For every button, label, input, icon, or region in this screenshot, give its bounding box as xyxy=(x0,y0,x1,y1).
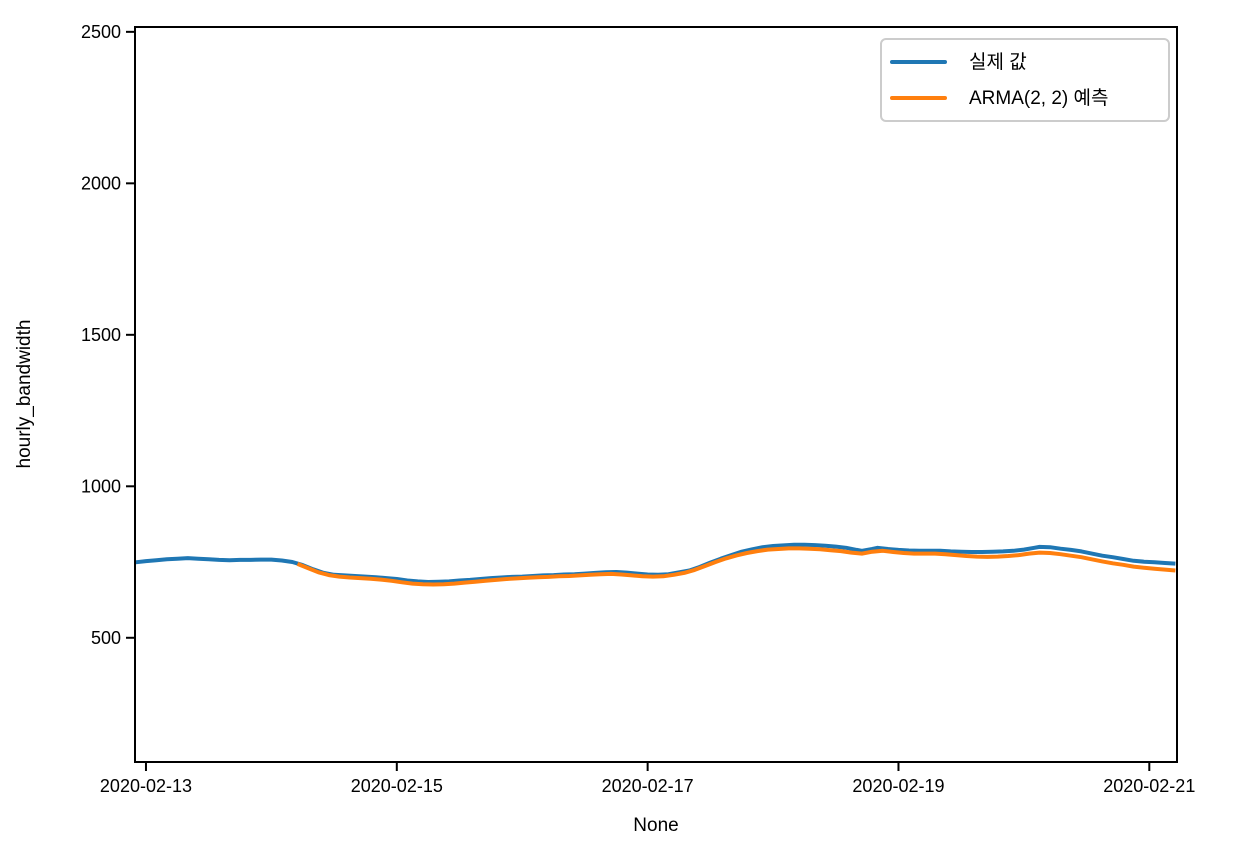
y-axis-label: hourly_bandwidth xyxy=(14,320,35,469)
legend-label-actual: 실제 값 xyxy=(969,51,1027,73)
y-tick-label: 1500 xyxy=(81,325,121,345)
y-tick-label: 500 xyxy=(91,628,121,648)
series-line-1 xyxy=(296,546,1176,587)
x-tick-label: 2020-02-21 xyxy=(1103,776,1195,796)
x-tick-label: 2020-02-19 xyxy=(852,776,944,796)
legend-entry-actual: 실제 값 xyxy=(890,44,1156,80)
x-tick-label: 2020-02-15 xyxy=(351,776,443,796)
x-axis-label: None xyxy=(633,815,678,836)
x-axis-ticks: 2020-02-13 2020-02-15 2020-02-17 2020-02-19… xyxy=(100,762,1195,796)
y-tick-label: 2500 xyxy=(81,22,121,42)
series-lines xyxy=(135,542,1176,587)
legend-line-actual-icon xyxy=(890,60,947,64)
x-tick-label: 2020-02-13 xyxy=(100,776,192,796)
y-tick-label: 2000 xyxy=(81,174,121,194)
legend-entry-forecast: ARMA(2, 2) 예측 xyxy=(890,80,1156,116)
legend-box: 실제 값 ARMA(2, 2) 예측 xyxy=(880,38,1170,122)
x-tick-label: 2020-02-17 xyxy=(602,776,694,796)
y-tick-label: 1000 xyxy=(81,477,121,497)
legend-label-forecast: ARMA(2, 2) 예측 xyxy=(969,87,1109,109)
legend-line-forecast-icon xyxy=(890,96,947,100)
y-axis-ticks: 500 1000 1500 2000 2500 xyxy=(81,22,135,648)
plot-area-border xyxy=(134,26,1178,763)
